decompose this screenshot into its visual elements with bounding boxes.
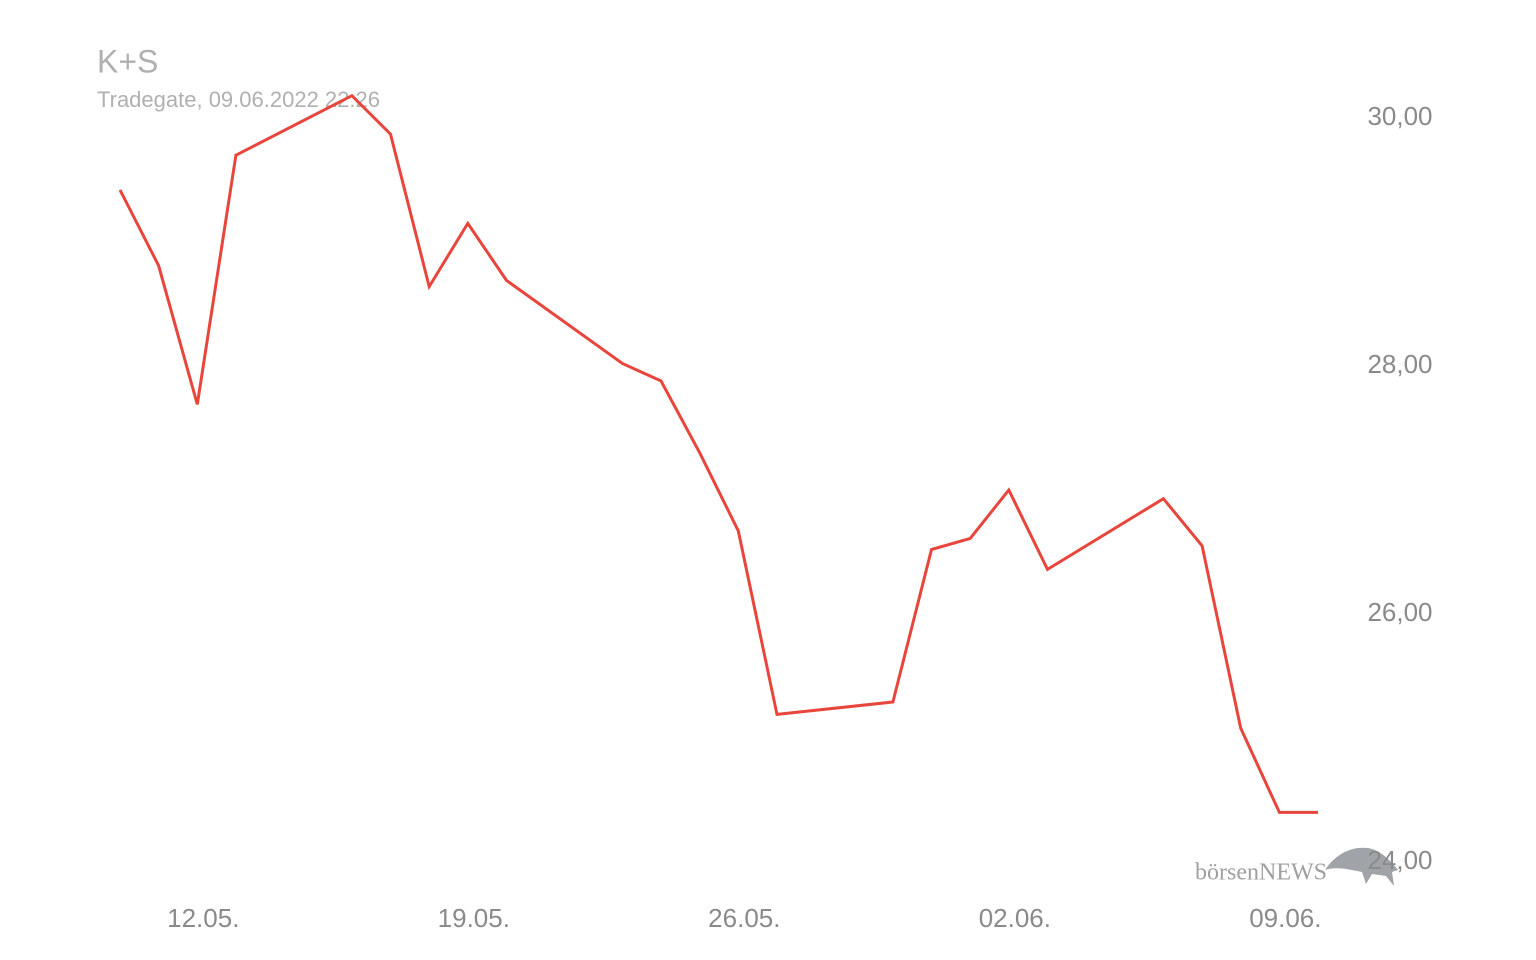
chart-title: K+S [97,43,158,79]
x-tick-label: 02.06. [979,903,1051,933]
logo-text: börsenNEWS [1195,860,1327,886]
y-tick-label: 28,00 [1367,349,1432,379]
chart-subtitle: Tradegate, 09.06.2022 22:26 [97,87,380,112]
y-tick-label: 30,00 [1367,101,1432,131]
x-tick-label: 12.05. [167,903,239,933]
line [118,93,1318,814]
x-tick-label: 26.05. [708,903,780,933]
logo-icon [1325,847,1398,886]
y-tick-label: 24,00 [1367,845,1432,875]
x-tick-label: 09.06. [1249,903,1321,933]
y-tick-label: 26,00 [1367,597,1432,627]
x-tick-label: 19.05. [438,903,510,933]
